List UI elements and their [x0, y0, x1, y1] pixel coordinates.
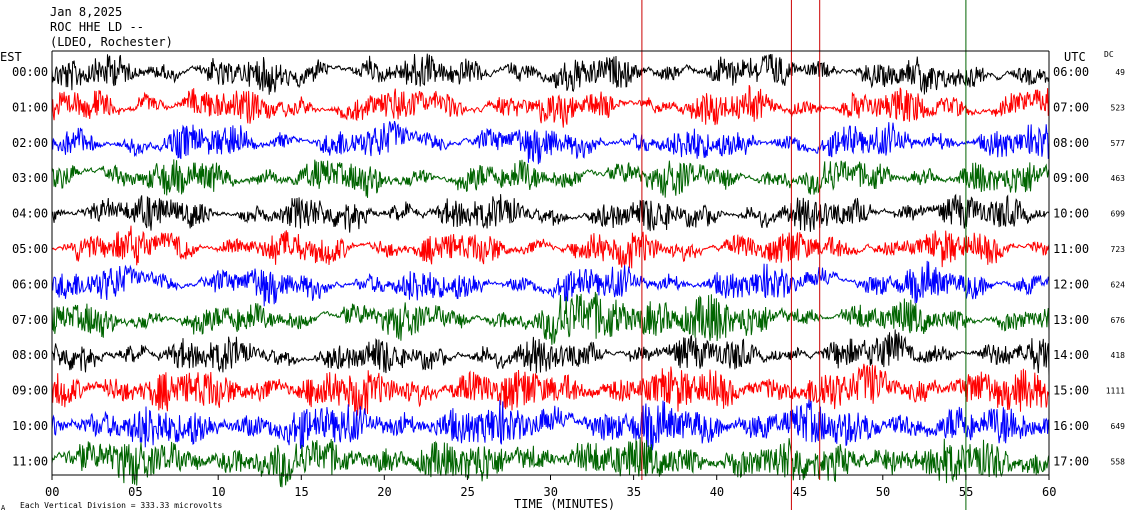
- corner-mark: A: [1, 504, 6, 512]
- row-dc-value: 463: [1111, 174, 1126, 183]
- trace-row-0200: [51, 120, 1050, 165]
- x-tick-label: 60: [1042, 485, 1056, 499]
- row-label-utc: 15:00: [1053, 384, 1089, 398]
- row-label-est: 06:00: [12, 277, 48, 291]
- row-dc-value: 699: [1111, 210, 1126, 219]
- row-label-est: 02:00: [12, 136, 48, 150]
- trace-row-0300: [51, 159, 1050, 198]
- dc-label: DC: [1104, 50, 1114, 59]
- x-tick-label: 55: [959, 485, 973, 499]
- x-tick-label: 40: [710, 485, 724, 499]
- row-label-utc: 07:00: [1053, 100, 1089, 114]
- row-label-utc: 09:00: [1053, 171, 1089, 185]
- left-axis-label: EST: [0, 50, 22, 64]
- trace-row-0500: [51, 225, 1050, 269]
- row-dc-value: 649: [1111, 422, 1126, 431]
- row-label-group: 00:00 06:00 49 01:00 07:00 523 02:00 08:00 577 03…: [12, 65, 1125, 468]
- row-label-est: 03:00: [12, 171, 48, 185]
- row-label-utc: 17:00: [1053, 454, 1089, 468]
- x-tick-label: 20: [377, 485, 391, 499]
- trace-row-0800: [51, 329, 1050, 376]
- x-tick-label: 25: [460, 485, 474, 499]
- trace-row-0400: [51, 193, 1050, 233]
- trace-row-0100: [51, 84, 1050, 128]
- row-label-est: 00:00: [12, 65, 48, 79]
- row-label-utc: 14:00: [1053, 348, 1089, 362]
- row-dc-value: 49: [1115, 68, 1125, 77]
- row-label-est: 01:00: [12, 100, 48, 114]
- row-label-utc: 16:00: [1053, 419, 1089, 433]
- x-tick-label: 05: [128, 485, 142, 499]
- trace-row-0000: [51, 53, 1050, 95]
- x-tick-label: 45: [793, 485, 807, 499]
- header-date: Jan 8,2025: [50, 5, 122, 19]
- trace-group: [51, 0, 1050, 510]
- row-label-utc: 08:00: [1053, 136, 1089, 150]
- row-label-utc: 12:00: [1053, 277, 1089, 291]
- x-tick-label: 50: [876, 485, 890, 499]
- row-dc-value: 577: [1111, 139, 1126, 148]
- trace-row-1100: [51, 437, 1050, 488]
- x-tick-label: 30: [544, 485, 558, 499]
- row-label-utc: 13:00: [1053, 313, 1089, 327]
- x-tick-group: 00 05 10 15 20 25 30 35 40 45 50 55 60: [45, 475, 1056, 499]
- row-label-est: 11:00: [12, 454, 48, 468]
- row-label-est: 05:00: [12, 242, 48, 256]
- right-axis-label: UTC: [1064, 50, 1086, 64]
- footnote: Each Vertical Division = 333.33 microvol…: [20, 501, 222, 510]
- x-axis-title: TIME (MINUTES): [514, 497, 615, 511]
- trace-row-0900: [51, 363, 1050, 416]
- row-label-est: 07:00: [12, 313, 48, 327]
- row-dc-value: 523: [1111, 103, 1126, 112]
- header-network: (LDEO, Rochester): [50, 35, 173, 49]
- trace-row-0600: [51, 260, 1050, 307]
- trace-row-1000: [51, 399, 1050, 452]
- row-dc-value: 558: [1111, 457, 1126, 466]
- x-tick-label: 15: [294, 485, 308, 499]
- x-tick-label: 10: [211, 485, 225, 499]
- trace-row-0700: [51, 291, 1050, 345]
- x-tick-label: 35: [627, 485, 641, 499]
- row-label-est: 10:00: [12, 419, 48, 433]
- row-label-est: 09:00: [12, 384, 48, 398]
- row-label-utc: 11:00: [1053, 242, 1089, 256]
- row-label-est: 04:00: [12, 207, 48, 221]
- header-station: ROC HHE LD --: [50, 20, 144, 34]
- row-label-utc: 06:00: [1053, 65, 1089, 79]
- row-dc-value: 418: [1111, 351, 1126, 360]
- row-dc-value: 1111: [1106, 387, 1125, 396]
- row-dc-value: 723: [1111, 245, 1126, 254]
- row-label-utc: 10:00: [1053, 207, 1089, 221]
- x-tick-label: 00: [45, 485, 59, 499]
- row-label-est: 08:00: [12, 348, 48, 362]
- row-dc-value: 676: [1111, 316, 1126, 325]
- row-dc-value: 624: [1111, 280, 1126, 289]
